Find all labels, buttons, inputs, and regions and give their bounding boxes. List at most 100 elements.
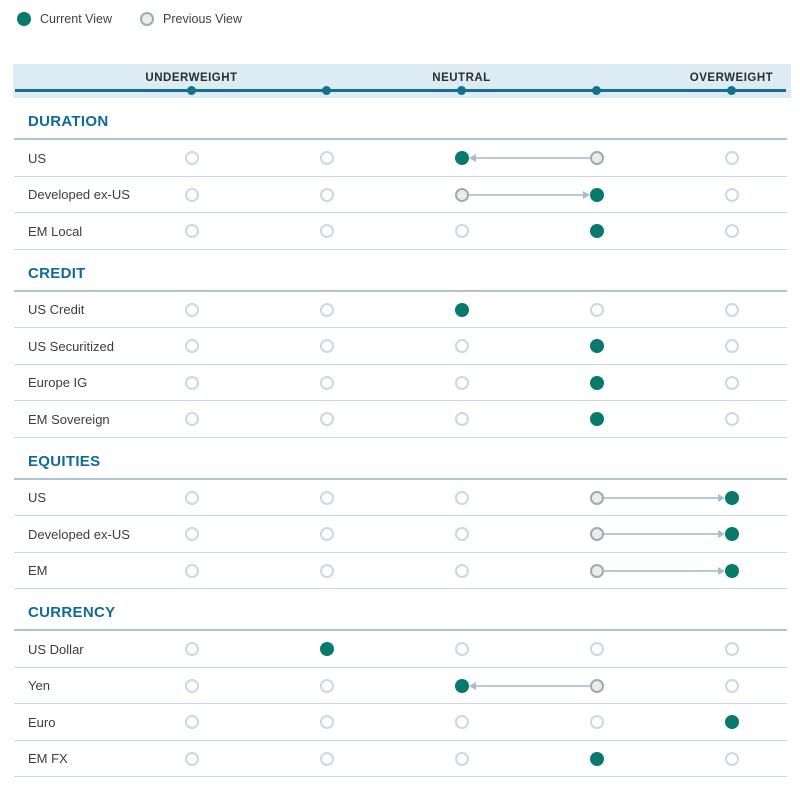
legend: Current View Previous View bbox=[17, 11, 800, 26]
position-cell bbox=[394, 177, 529, 214]
empty-position-dot bbox=[319, 678, 334, 693]
position-cell bbox=[529, 741, 664, 778]
table-row: Developed ex-US bbox=[14, 516, 799, 553]
previous-view-dot bbox=[589, 490, 604, 505]
position-cell bbox=[259, 668, 394, 705]
empty-position-dot bbox=[184, 527, 199, 542]
legend-current-label: Current View bbox=[40, 11, 113, 26]
empty-position-dot bbox=[184, 490, 199, 505]
current-view-dot bbox=[589, 751, 604, 766]
position-cell bbox=[394, 292, 529, 329]
position-cell bbox=[664, 292, 799, 329]
row-label: US bbox=[28, 490, 47, 506]
position-cell bbox=[664, 631, 799, 668]
position-cell bbox=[259, 631, 394, 668]
change-arrow-line bbox=[474, 684, 590, 687]
position-cell bbox=[259, 213, 394, 250]
position-cell bbox=[259, 328, 394, 365]
change-arrow-line bbox=[603, 496, 719, 499]
scale-tick-dot bbox=[457, 86, 466, 95]
empty-position-dot bbox=[724, 751, 739, 766]
position-cell bbox=[259, 704, 394, 741]
table-row: EM Sovereign bbox=[14, 401, 799, 438]
previous-view-dot bbox=[589, 678, 604, 693]
row-label: Europe IG bbox=[28, 375, 88, 391]
empty-position-dot bbox=[184, 715, 199, 730]
table-row: Euro bbox=[14, 704, 799, 741]
row-label: US Credit bbox=[28, 302, 85, 318]
empty-position-dot bbox=[454, 642, 469, 657]
empty-position-dot bbox=[184, 678, 199, 693]
scale-tick-dot bbox=[322, 86, 331, 95]
empty-position-dot bbox=[319, 151, 334, 166]
row-label: EM bbox=[28, 563, 48, 579]
previous-view-dot bbox=[589, 151, 604, 166]
empty-position-dot bbox=[319, 527, 334, 542]
empty-position-dot bbox=[184, 302, 199, 317]
position-cell bbox=[529, 704, 664, 741]
legend-previous-label: Previous View bbox=[163, 11, 243, 26]
table-row: EM FX bbox=[14, 741, 799, 778]
empty-position-dot bbox=[454, 490, 469, 505]
position-cell bbox=[394, 631, 529, 668]
empty-position-dot bbox=[724, 187, 739, 202]
empty-position-dot bbox=[724, 678, 739, 693]
empty-position-dot bbox=[184, 563, 199, 578]
position-cell bbox=[664, 140, 799, 177]
position-cell bbox=[529, 365, 664, 402]
current-view-dot bbox=[454, 302, 469, 317]
position-cell bbox=[664, 328, 799, 365]
table-row: Yen bbox=[14, 668, 799, 705]
empty-position-dot bbox=[589, 302, 604, 317]
position-cell bbox=[529, 516, 664, 553]
scale-axis-ticks bbox=[13, 86, 799, 95]
position-cell bbox=[124, 631, 259, 668]
table-row: US Credit bbox=[14, 292, 799, 329]
empty-position-dot bbox=[184, 224, 199, 239]
arrow-right-icon bbox=[582, 190, 590, 199]
empty-position-dot bbox=[454, 339, 469, 354]
current-view-dot bbox=[589, 375, 604, 390]
empty-position-dot bbox=[319, 187, 334, 202]
empty-position-dot bbox=[319, 375, 334, 390]
empty-position-dot bbox=[589, 642, 604, 657]
position-cell bbox=[394, 704, 529, 741]
position-cell bbox=[529, 553, 664, 590]
position-cell bbox=[124, 213, 259, 250]
table-row: EM Local bbox=[14, 213, 799, 250]
empty-position-dot bbox=[724, 151, 739, 166]
position-cell bbox=[664, 213, 799, 250]
previous-view-dot bbox=[589, 563, 604, 578]
empty-position-dot bbox=[454, 375, 469, 390]
current-view-dot bbox=[454, 678, 469, 693]
row-label: US Securitized bbox=[28, 338, 114, 354]
previous-view-dot bbox=[589, 527, 604, 542]
position-cell bbox=[529, 668, 664, 705]
tactical-views-chart: Current View Previous View UNDERWEIGHT N… bbox=[0, 11, 800, 786]
empty-position-dot bbox=[724, 224, 739, 239]
position-cell bbox=[394, 328, 529, 365]
position-cell bbox=[259, 741, 394, 778]
position-cell bbox=[529, 292, 664, 329]
empty-position-dot bbox=[319, 412, 334, 427]
row-label: EM Local bbox=[28, 223, 83, 239]
table-row: US bbox=[14, 140, 799, 177]
current-view-dot bbox=[589, 339, 604, 354]
position-cell bbox=[394, 365, 529, 402]
scale-tick-dot bbox=[592, 86, 601, 95]
empty-position-dot bbox=[454, 715, 469, 730]
position-cell bbox=[124, 292, 259, 329]
section-title: CURRENCY bbox=[14, 589, 799, 631]
position-cell bbox=[664, 668, 799, 705]
current-view-dot bbox=[724, 527, 739, 542]
row-label: Yen bbox=[28, 678, 50, 694]
legend-item-previous: Previous View bbox=[140, 11, 243, 26]
arrow-right-icon bbox=[717, 566, 725, 575]
previous-view-dot-icon bbox=[140, 11, 155, 26]
empty-position-dot bbox=[319, 339, 334, 354]
empty-position-dot bbox=[184, 187, 199, 202]
table-row: US Dollar bbox=[14, 631, 799, 668]
overweight-label: OVERWEIGHT bbox=[689, 72, 774, 84]
position-cell bbox=[664, 365, 799, 402]
empty-position-dot bbox=[454, 527, 469, 542]
